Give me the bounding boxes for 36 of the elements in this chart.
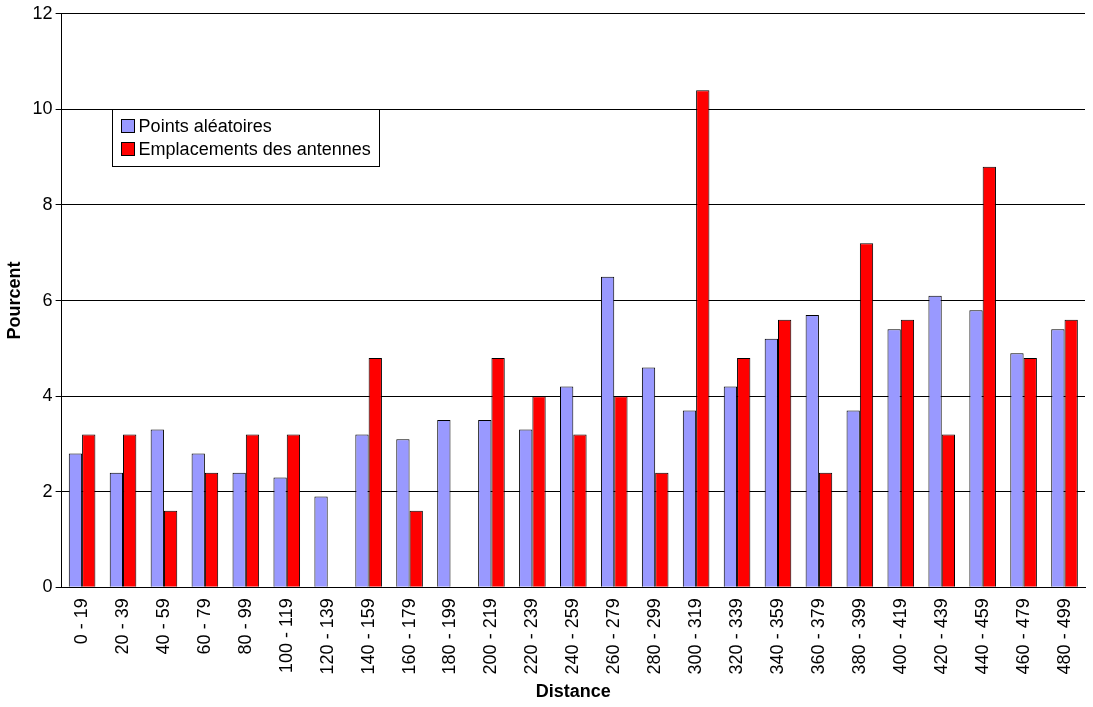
x-tick-label: 420 - 439 (930, 598, 951, 675)
y-tick-label: 12 (32, 2, 53, 23)
y-tick-label: 2 (42, 480, 53, 501)
y-tick-label: 4 (42, 385, 53, 406)
x-tick-label: 460 - 479 (1012, 598, 1033, 675)
legend-label: Points aléatoires (138, 115, 272, 137)
x-tick-label: 320 - 339 (726, 598, 747, 675)
x-tick-label: 280 - 299 (644, 598, 665, 675)
x-tick-label: 180 - 199 (439, 598, 460, 675)
x-tick-label: 80 - 99 (234, 598, 255, 655)
legend-label: Emplacements des antennes (138, 138, 371, 160)
x-tick-label: 140 - 159 (357, 598, 378, 675)
x-tick-label: 220 - 239 (521, 598, 542, 675)
x-tick-label: 120 - 139 (316, 598, 337, 675)
x-tick-label: 240 - 259 (562, 598, 583, 675)
x-tick-label: 400 - 419 (889, 598, 910, 675)
y-tick-label: 10 (32, 98, 53, 119)
x-tick-label: 360 - 379 (807, 598, 828, 675)
x-tick-label: 300 - 319 (685, 598, 706, 675)
x-tick-label: 20 - 39 (111, 598, 132, 655)
x-axis-title: Distance (535, 681, 611, 702)
x-tick-label: 100 - 119 (275, 598, 296, 674)
x-tick-label: 380 - 399 (848, 598, 869, 675)
x-tick-label: 60 - 79 (193, 598, 214, 655)
x-tick-label: 440 - 459 (971, 598, 992, 675)
x-tick-label: 260 - 279 (603, 598, 624, 675)
x-tick-label: 0 - 19 (71, 598, 92, 645)
x-tick-label: 480 - 499 (1053, 598, 1074, 675)
y-tick-label: 6 (42, 289, 53, 310)
x-tick-label: 200 - 219 (480, 598, 501, 675)
y-tick-label: 8 (42, 193, 53, 214)
x-tick-label: 40 - 59 (152, 598, 173, 655)
y-tick-label: 0 (42, 576, 53, 597)
x-tick-label: 340 - 359 (766, 598, 787, 675)
x-tick-label: 160 - 179 (398, 598, 419, 675)
y-axis-title: Pourcent (3, 261, 24, 340)
